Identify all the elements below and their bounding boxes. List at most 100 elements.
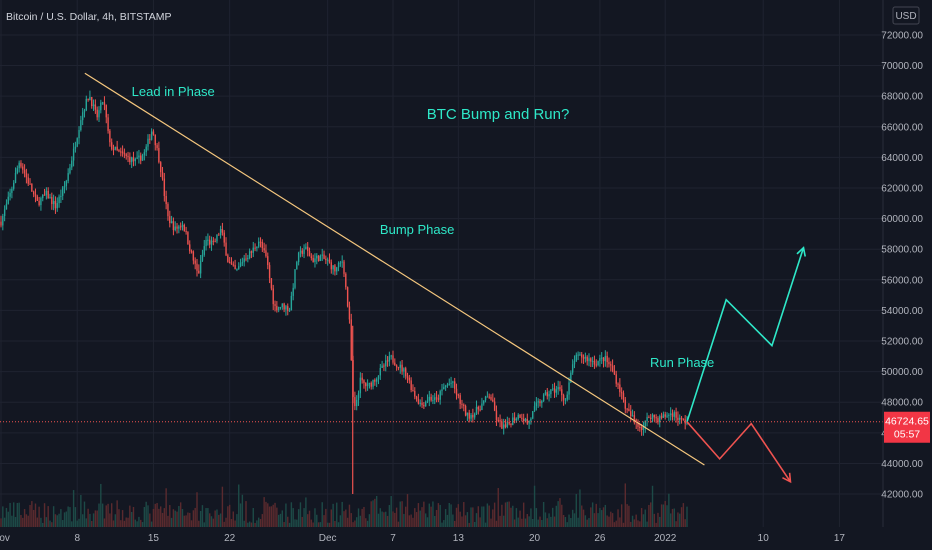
- annotation-label[interactable]: Bump Phase: [380, 222, 454, 237]
- candle-body: [464, 405, 467, 416]
- volume-bar: [160, 506, 162, 527]
- volume-bar: [16, 503, 19, 527]
- volume-bar: [354, 520, 356, 527]
- bearish-projection[interactable]: [686, 421, 792, 483]
- volume-bar: [379, 508, 381, 527]
- candle-body: [225, 242, 227, 256]
- volume-bar: [245, 501, 247, 527]
- volume-bar: [552, 507, 554, 527]
- candle-body: [247, 258, 249, 260]
- candle-body: [49, 197, 51, 199]
- volume-bar: [258, 517, 260, 527]
- y-tick-label: 52000.00: [881, 337, 923, 348]
- candle-body: [299, 250, 302, 253]
- volume-bar: [510, 507, 512, 527]
- candle-body: [619, 384, 621, 393]
- volume-bar: [584, 515, 587, 527]
- candle-body: [348, 306, 351, 320]
- volume-bar: [406, 494, 409, 527]
- volume-bar: [519, 510, 521, 527]
- candle-body: [285, 306, 287, 310]
- volume-bar: [287, 516, 289, 527]
- candle-body: [408, 377, 411, 381]
- candle-body: [437, 398, 440, 400]
- volume-bar: [615, 520, 617, 527]
- candle-body: [294, 269, 296, 288]
- volume-bar: [533, 485, 536, 527]
- volume-bar: [539, 516, 541, 527]
- price-axis[interactable]: 42000.0044000.0046000.0048000.0050000.00…: [881, 30, 930, 501]
- x-tick-label: 17: [834, 533, 846, 544]
- candle-body: [111, 142, 113, 150]
- grid-lines: [0, 0, 883, 527]
- volume-bar: [18, 502, 20, 527]
- candle-body: [595, 364, 597, 366]
- volume-bar: [316, 514, 318, 527]
- volume-bar: [129, 505, 131, 527]
- candle-body: [176, 226, 178, 229]
- candle-body: [388, 356, 391, 362]
- volume-bar: [183, 515, 185, 527]
- annotation-label[interactable]: Lead in Phase: [132, 84, 215, 99]
- volume-bar: [651, 485, 654, 527]
- candle-body: [646, 417, 648, 421]
- volume-bar: [281, 510, 283, 527]
- volume-bar: [225, 517, 227, 527]
- volume-bar: [484, 522, 487, 527]
- x-tick-label: 10: [758, 533, 770, 544]
- volume-bar: [403, 513, 405, 527]
- candle-body: [209, 239, 211, 245]
- candle-body: [392, 355, 394, 363]
- volume-bar: [13, 502, 15, 527]
- candle-body: [337, 262, 340, 268]
- candle-body: [149, 138, 151, 140]
- volume-bar: [32, 509, 35, 527]
- volume-bar: [553, 516, 556, 527]
- candle-body: [54, 201, 57, 209]
- candle-body: [80, 120, 82, 131]
- candle-body: [461, 403, 463, 405]
- candle-body: [201, 254, 204, 261]
- bullish-projection[interactable]: [686, 247, 805, 423]
- candle-body: [512, 417, 514, 425]
- candle-body: [265, 250, 267, 257]
- candle-body: [682, 418, 685, 420]
- volume-bar: [163, 508, 166, 527]
- candle-body: [145, 146, 147, 153]
- trendline[interactable]: [84, 72, 705, 466]
- candle-body: [165, 195, 167, 205]
- volume-bar: [455, 507, 458, 527]
- candle-body: [613, 370, 616, 375]
- candle-body: [628, 409, 630, 412]
- annotation-label[interactable]: Run Phase: [650, 355, 714, 370]
- candle-body: [593, 360, 596, 365]
- trend-and-projection-lines: [0, 72, 883, 484]
- time-axis[interactable]: Nov 8 15 22 Dec 7 13 20 26 2022 10 17: [0, 533, 845, 544]
- volume-bar: [495, 520, 498, 527]
- candle-body: [513, 417, 516, 421]
- candle-body: [167, 204, 169, 217]
- volume-bar: [537, 519, 539, 527]
- volume-bar: [189, 512, 191, 527]
- candle-body: [89, 96, 91, 100]
- candle-body: [40, 198, 42, 206]
- volume-bar: [463, 502, 465, 527]
- candle-body: [29, 183, 31, 185]
- candle-body: [62, 187, 64, 196]
- candle-body: [245, 258, 247, 260]
- candle-body: [147, 138, 149, 147]
- candle-body: [657, 418, 659, 423]
- annotation-label[interactable]: BTC Bump and Run?: [427, 106, 570, 123]
- candle-body: [78, 130, 80, 139]
- currency-badge[interactable]: USD: [892, 6, 920, 25]
- volume-bars: [0, 483, 688, 527]
- candle-body: [305, 246, 307, 250]
- candle-body: [504, 424, 507, 428]
- candle-body: [366, 383, 369, 387]
- candle-body: [454, 381, 456, 389]
- candle-body: [116, 146, 118, 151]
- candle-body: [677, 417, 679, 420]
- candle-body: [100, 102, 102, 111]
